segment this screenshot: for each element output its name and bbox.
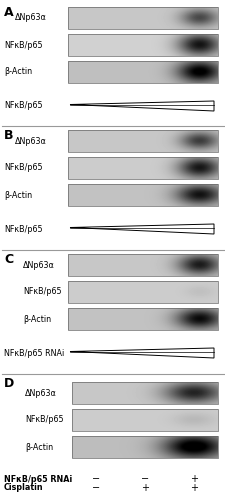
Bar: [72, 382, 217, 404]
Bar: [68, 254, 217, 276]
Text: ΔNp63α: ΔNp63α: [25, 388, 57, 398]
Bar: [68, 157, 217, 179]
Text: NFκB/p65: NFκB/p65: [4, 224, 43, 234]
Text: +: +: [140, 483, 148, 493]
Bar: [72, 436, 217, 458]
Text: ΔNp63α: ΔNp63α: [23, 260, 55, 270]
Bar: [72, 409, 217, 431]
Bar: [68, 130, 217, 152]
Text: +: +: [189, 483, 197, 493]
Text: NFκB/p65 RNAi: NFκB/p65 RNAi: [4, 474, 72, 484]
Text: ΔNp63α: ΔNp63α: [15, 136, 47, 145]
Text: β-Actin: β-Actin: [4, 68, 32, 76]
Polygon shape: [70, 224, 213, 234]
Bar: [68, 7, 217, 29]
Text: NFκB/p65: NFκB/p65: [4, 164, 43, 172]
Bar: [68, 61, 217, 83]
Text: β-Actin: β-Actin: [23, 314, 51, 324]
Text: D: D: [4, 377, 14, 390]
Text: ΔNp63α: ΔNp63α: [15, 14, 47, 22]
Text: A: A: [4, 6, 14, 19]
Text: β-Actin: β-Actin: [4, 190, 32, 200]
Polygon shape: [70, 348, 213, 358]
Text: −: −: [140, 474, 148, 484]
Polygon shape: [70, 101, 213, 111]
Text: NFκB/p65: NFκB/p65: [23, 288, 61, 296]
Text: +: +: [189, 474, 197, 484]
Bar: [68, 34, 217, 56]
Bar: [68, 308, 217, 330]
Text: NFκB/p65: NFκB/p65: [4, 102, 43, 110]
Bar: [68, 281, 217, 303]
Text: B: B: [4, 129, 14, 142]
Text: NFκB/p65: NFκB/p65: [25, 416, 63, 424]
Text: −: −: [92, 474, 100, 484]
Bar: [68, 184, 217, 206]
Text: C: C: [4, 253, 13, 266]
Text: β-Actin: β-Actin: [25, 442, 53, 452]
Text: NFκB/p65: NFκB/p65: [4, 40, 43, 50]
Text: Cisplatin: Cisplatin: [4, 484, 43, 492]
Text: NFκB/p65 RNAi: NFκB/p65 RNAi: [4, 348, 64, 358]
Text: −: −: [92, 483, 100, 493]
